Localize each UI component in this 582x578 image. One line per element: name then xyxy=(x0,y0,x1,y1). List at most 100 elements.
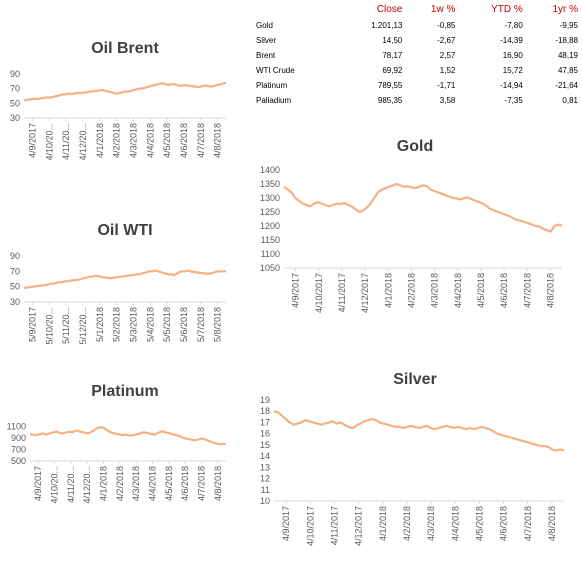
x-tick-label: 4/4/2018 xyxy=(450,506,460,541)
table-cell: 789,55 xyxy=(377,80,403,90)
x-tick-label: 4/3/2018 xyxy=(426,506,436,541)
table-row: Platinum 789,55 -1,71 -14,94 -21,64 xyxy=(256,78,580,93)
table-row: Silver 14,50 -2,67 -14,39 -18,88 xyxy=(256,33,580,48)
y-tick-label: 900 xyxy=(11,433,26,443)
y-tick-label: 13 xyxy=(260,462,270,472)
table-cell: 1,52 xyxy=(439,65,456,75)
table-cell: 14,50 xyxy=(382,35,403,45)
x-tick-label: 4/7/2018 xyxy=(523,506,533,541)
table-cell: -7,80 xyxy=(504,20,523,30)
table-row-label: Gold xyxy=(256,20,273,30)
table-cell: -2,67 xyxy=(437,35,456,45)
y-tick-label: 1100 xyxy=(7,422,26,432)
x-tick-label: 4/11/20... xyxy=(61,123,71,160)
x-tick-label: 4/2/2018 xyxy=(112,123,122,158)
chart-title-brent: Oil Brent xyxy=(91,40,159,57)
table-cell: 2,57 xyxy=(439,50,456,60)
x-tick-label: 4/2/2018 xyxy=(406,273,416,308)
x-tick-label: 4/12/2017 xyxy=(354,506,364,546)
x-tick-label: 4/8/2018 xyxy=(213,123,223,158)
series-line xyxy=(273,410,565,452)
x-tick-label: 5/12/20... xyxy=(78,307,88,345)
series-line xyxy=(23,269,226,290)
chart-brent: 30 50 70 90 4/9/2017 4/10/20... 4/11/20... 4/12… xyxy=(10,69,227,161)
table-row-label: Platinum xyxy=(256,80,288,90)
table-cell: 0,81 xyxy=(562,95,578,105)
x-tick-label: 4/10/2017 xyxy=(305,506,315,546)
table-cell: -21,64 xyxy=(555,80,578,90)
x-tick-label: 4/1/2018 xyxy=(383,273,393,308)
series-line xyxy=(283,182,563,233)
y-tick-label: 1050 xyxy=(260,263,280,273)
table-cell: 3,58 xyxy=(439,95,456,105)
table-cell: 47,85 xyxy=(557,65,578,75)
x-tick-label: 4/12/2017 xyxy=(360,273,370,313)
y-tick-label: 15 xyxy=(260,440,270,450)
table-header-row: Close 1w % YTD % 1yr % xyxy=(256,4,580,18)
x-tick-label: 4/7/2018 xyxy=(522,273,532,308)
y-tick-label: 1200 xyxy=(260,221,280,231)
table-cell: 985,35 xyxy=(377,95,403,105)
x-tick-label: 4/10/20... xyxy=(44,123,54,161)
x-tick-label: 4/11/2017 xyxy=(337,273,347,312)
x-tick-label: 4/5/2018 xyxy=(476,273,486,308)
y-tick-label: 50 xyxy=(10,98,20,108)
x-tick-label: 5/4/2018 xyxy=(145,307,155,342)
table-cell: 15,72 xyxy=(502,65,523,75)
y-tick-label: 17 xyxy=(260,417,270,427)
table-cell: 1.201,13 xyxy=(371,20,403,30)
table-cell: 48,19 xyxy=(557,50,578,60)
x-tick-label: 4/1/2018 xyxy=(95,123,105,158)
x-tick-label: 5/5/2018 xyxy=(162,307,172,342)
y-tick-label: 14 xyxy=(260,451,270,461)
table-cell: -1,71 xyxy=(437,80,456,90)
y-tick-label: 1250 xyxy=(260,207,280,217)
y-tick-label: 50 xyxy=(10,282,20,292)
x-tick-label: 5/10/20... xyxy=(44,307,54,345)
x-tick-label: 4/1/2018 xyxy=(378,506,388,541)
y-tick-label: 10 xyxy=(260,496,270,506)
y-tick-label: 18 xyxy=(260,406,270,416)
table-row-label: Brent xyxy=(256,50,276,60)
table-cell: 78,17 xyxy=(382,50,403,60)
table-cell: -7,35 xyxy=(504,95,523,105)
table-cell: 69,92 xyxy=(382,65,403,75)
y-tick-label: 70 xyxy=(10,266,20,276)
table-cell: -0,85 xyxy=(437,20,456,30)
x-tick-label: 4/6/2018 xyxy=(499,506,509,541)
x-tick-label: 5/1/2018 xyxy=(95,307,105,342)
y-tick-label: 1350 xyxy=(260,179,280,189)
y-tick-label: 700 xyxy=(11,445,26,455)
x-tick-label: 5/9/2017 xyxy=(27,307,37,342)
x-tick-label: 4/11/20... xyxy=(66,466,76,503)
table-header-cell xyxy=(256,4,338,18)
y-tick-label: 90 xyxy=(10,69,20,79)
x-tick-label: 4/6/2018 xyxy=(499,273,509,308)
x-tick-label: 4/6/2018 xyxy=(179,123,189,158)
table-header-cell: YTD % xyxy=(491,4,523,15)
x-tick-label: 4/2/2018 xyxy=(115,466,125,501)
table-row: Brent 78,17 2,57 16,90 48,19 xyxy=(256,48,580,63)
x-tick-label: 4/8/2018 xyxy=(545,273,555,308)
table-cell: -14,39 xyxy=(500,35,523,45)
x-tick-label: 4/8/2018 xyxy=(547,506,557,541)
chart-wti: 30 50 70 90 5/9/2017 5/10/20... 5/11/20... 5/12… xyxy=(10,251,226,345)
y-tick-label: 12 xyxy=(260,474,270,484)
table-cell: -14,94 xyxy=(500,80,523,90)
table-row: Gold 1.201,13 -0,85 -7,80 -9,95 xyxy=(256,18,580,33)
x-tick-label: 4/12/20... xyxy=(78,123,88,161)
y-tick-label: 1100 xyxy=(261,249,280,259)
x-tick-label: 5/11/20... xyxy=(61,307,71,344)
y-tick-label: 11 xyxy=(261,485,270,495)
chart-title-platinum: Platinum xyxy=(91,383,159,400)
x-tick-label: 4/6/2018 xyxy=(180,466,190,501)
table-row-label: WTI Crude xyxy=(256,65,295,75)
x-tick-label: 4/5/2018 xyxy=(164,466,174,501)
x-tick-label: 5/3/2018 xyxy=(128,307,138,342)
series-line xyxy=(29,426,227,446)
x-tick-label: 4/4/2018 xyxy=(145,123,155,158)
chart-gold: 1050 1100 1150 1200 1250 1300 1350 1400 4/9/2017… xyxy=(260,165,563,313)
y-tick-label: 500 xyxy=(11,456,26,466)
